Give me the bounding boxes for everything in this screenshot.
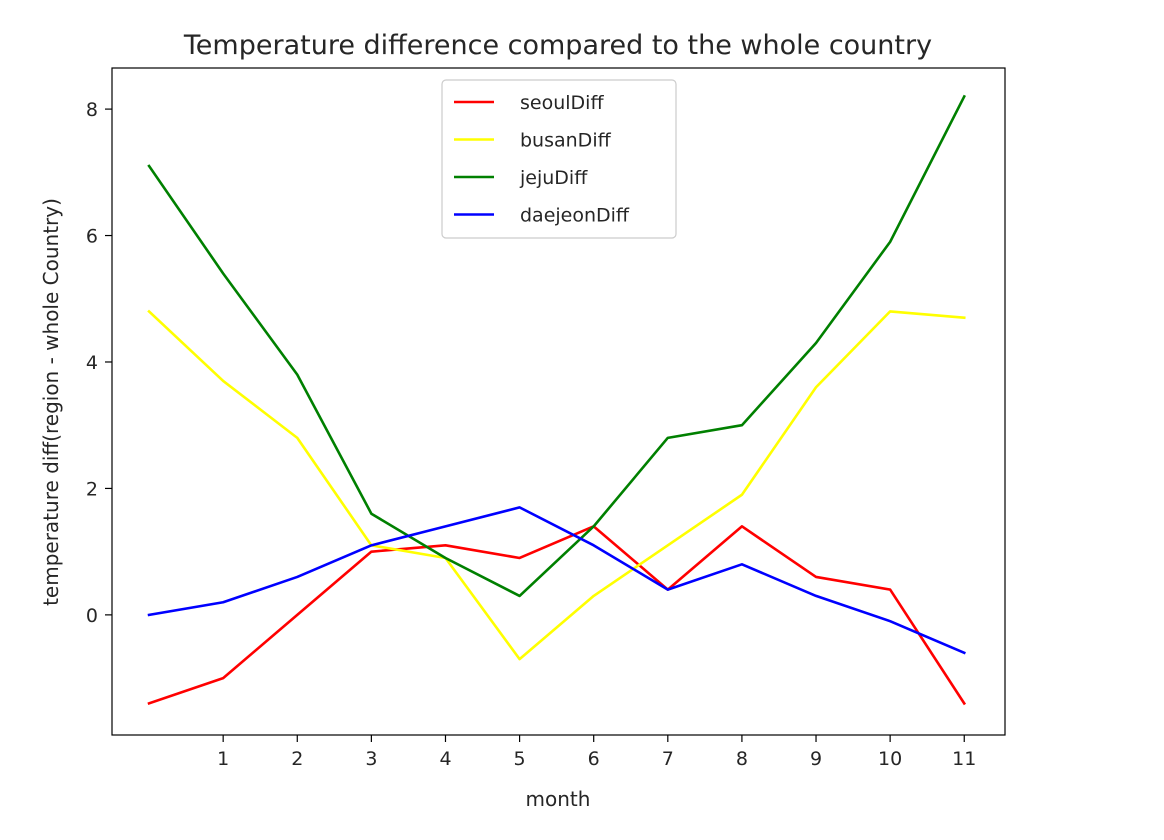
y-tick-label: 8 xyxy=(86,99,98,121)
plot-frame xyxy=(111,67,1006,736)
series-line-busanDiff xyxy=(147,309,966,661)
x-tick-label: 9 xyxy=(810,748,822,770)
y-axis-label: temperature diff(region - whole Country) xyxy=(39,198,63,606)
series-line-daejeonDiff xyxy=(147,506,966,655)
legend-box xyxy=(441,79,677,239)
y-tick-label: 0 xyxy=(86,605,98,627)
x-tick-label: 5 xyxy=(514,748,526,770)
x-tick-label: 3 xyxy=(365,748,377,770)
x-tick-label: 6 xyxy=(588,748,600,770)
x-tick-label: 7 xyxy=(662,748,674,770)
legend-label-jejuDiff: jejuDiff xyxy=(519,167,588,189)
plot-lines xyxy=(147,94,967,706)
series-line-seoulDiff xyxy=(147,525,967,706)
x-axis-label: month xyxy=(526,787,591,811)
y-axis: 0 2 4 6 8 xyxy=(86,99,112,627)
x-tick-label: 11 xyxy=(952,748,976,770)
x-tick-label: 8 xyxy=(736,748,748,770)
y-tick-label: 6 xyxy=(86,226,98,248)
y-tick-label: 2 xyxy=(86,478,98,500)
y-tick-label: 4 xyxy=(86,352,98,374)
legend-label-daejeonDiff: daejeonDiff xyxy=(520,205,630,227)
x-tick-label: 4 xyxy=(439,748,451,770)
x-tick-label: 2 xyxy=(291,748,303,770)
legend-label-busanDiff: busanDiff xyxy=(520,130,612,152)
x-tick-label: 10 xyxy=(878,748,902,770)
legend: seoulDiff busanDiff jejuDiff daejeonDiff xyxy=(441,79,677,239)
series-line-jejuDiff xyxy=(147,94,966,598)
x-axis: 1 2 3 4 5 6 7 8 9 10 11 xyxy=(217,735,976,770)
chart-title: Temperature difference compared to the w… xyxy=(183,30,932,61)
legend-label-seoulDiff: seoulDiff xyxy=(520,92,604,114)
x-tick-label: 1 xyxy=(217,748,229,770)
